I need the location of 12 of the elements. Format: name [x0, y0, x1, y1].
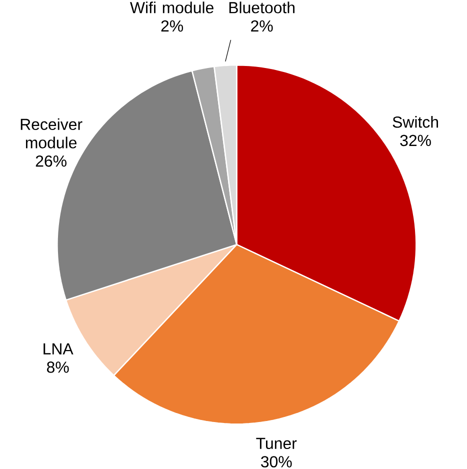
- slice-label: Wifi module: [130, 2, 214, 14]
- data-label: 32%: [400, 134, 432, 146]
- data-label: 2%: [162, 20, 184, 32]
- data-label: 8%: [47, 362, 70, 373]
- data-label: 30%: [261, 456, 292, 468]
- data-label: 2%: [251, 20, 273, 32]
- slice-label: Receiver module: [21, 118, 82, 148]
- slice-label: Bluetooth: [230, 2, 295, 14]
- slice-label: LNA: [44, 343, 74, 354]
- slice-label: Tuner: [256, 438, 297, 450]
- data-label: 26%: [36, 155, 67, 167]
- slice-label: Switch: [392, 116, 438, 128]
